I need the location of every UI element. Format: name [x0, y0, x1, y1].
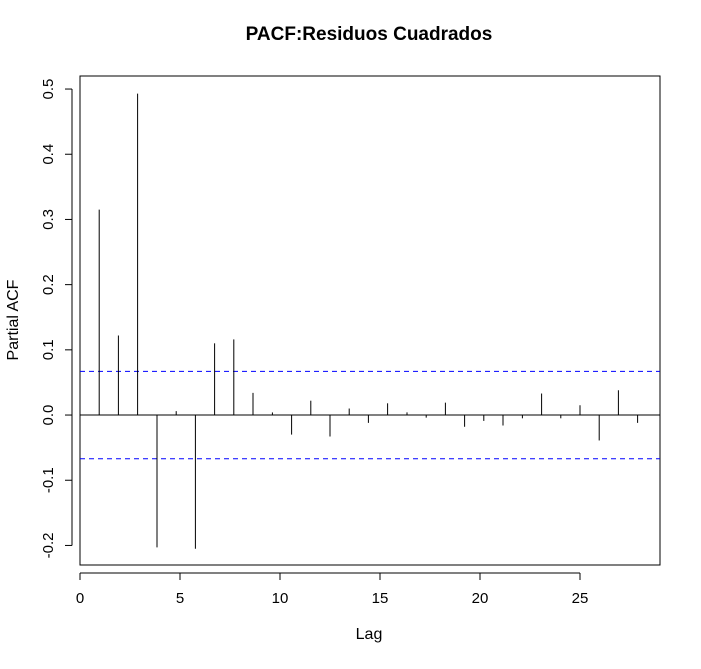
y-tick-label: -0.1: [40, 467, 57, 493]
y-tick-label: 0.3: [40, 209, 57, 230]
y-tick-label: 0.5: [40, 79, 57, 100]
y-tick-label: 0.2: [40, 274, 57, 295]
x-axis-label: Lag: [356, 626, 383, 643]
plot-area: 0 5 10 15 20 25 -0.2 -0.1 0.0 0.1 0.2 0.3 0.4 0.5: [40, 79, 660, 607]
plot-frame: [79, 75, 661, 566]
y-tick-label: 0.4: [40, 144, 57, 165]
x-tick-label: 25: [572, 590, 589, 607]
y-tick-label: 0.1: [40, 339, 57, 360]
x-tick-label: 15: [372, 590, 389, 607]
x-tick-label: 20: [472, 590, 489, 607]
y-tick-label: 0.0: [40, 405, 57, 426]
x-tick-label: 5: [176, 590, 184, 607]
x-tick-label: 10: [272, 590, 289, 607]
chart-title: PACF:Residuos Cuadrados: [246, 24, 493, 45]
y-axis-label: Partial ACF: [5, 279, 22, 360]
y-tick-label: -0.2: [40, 533, 57, 559]
x-tick-label: 0: [76, 590, 84, 607]
